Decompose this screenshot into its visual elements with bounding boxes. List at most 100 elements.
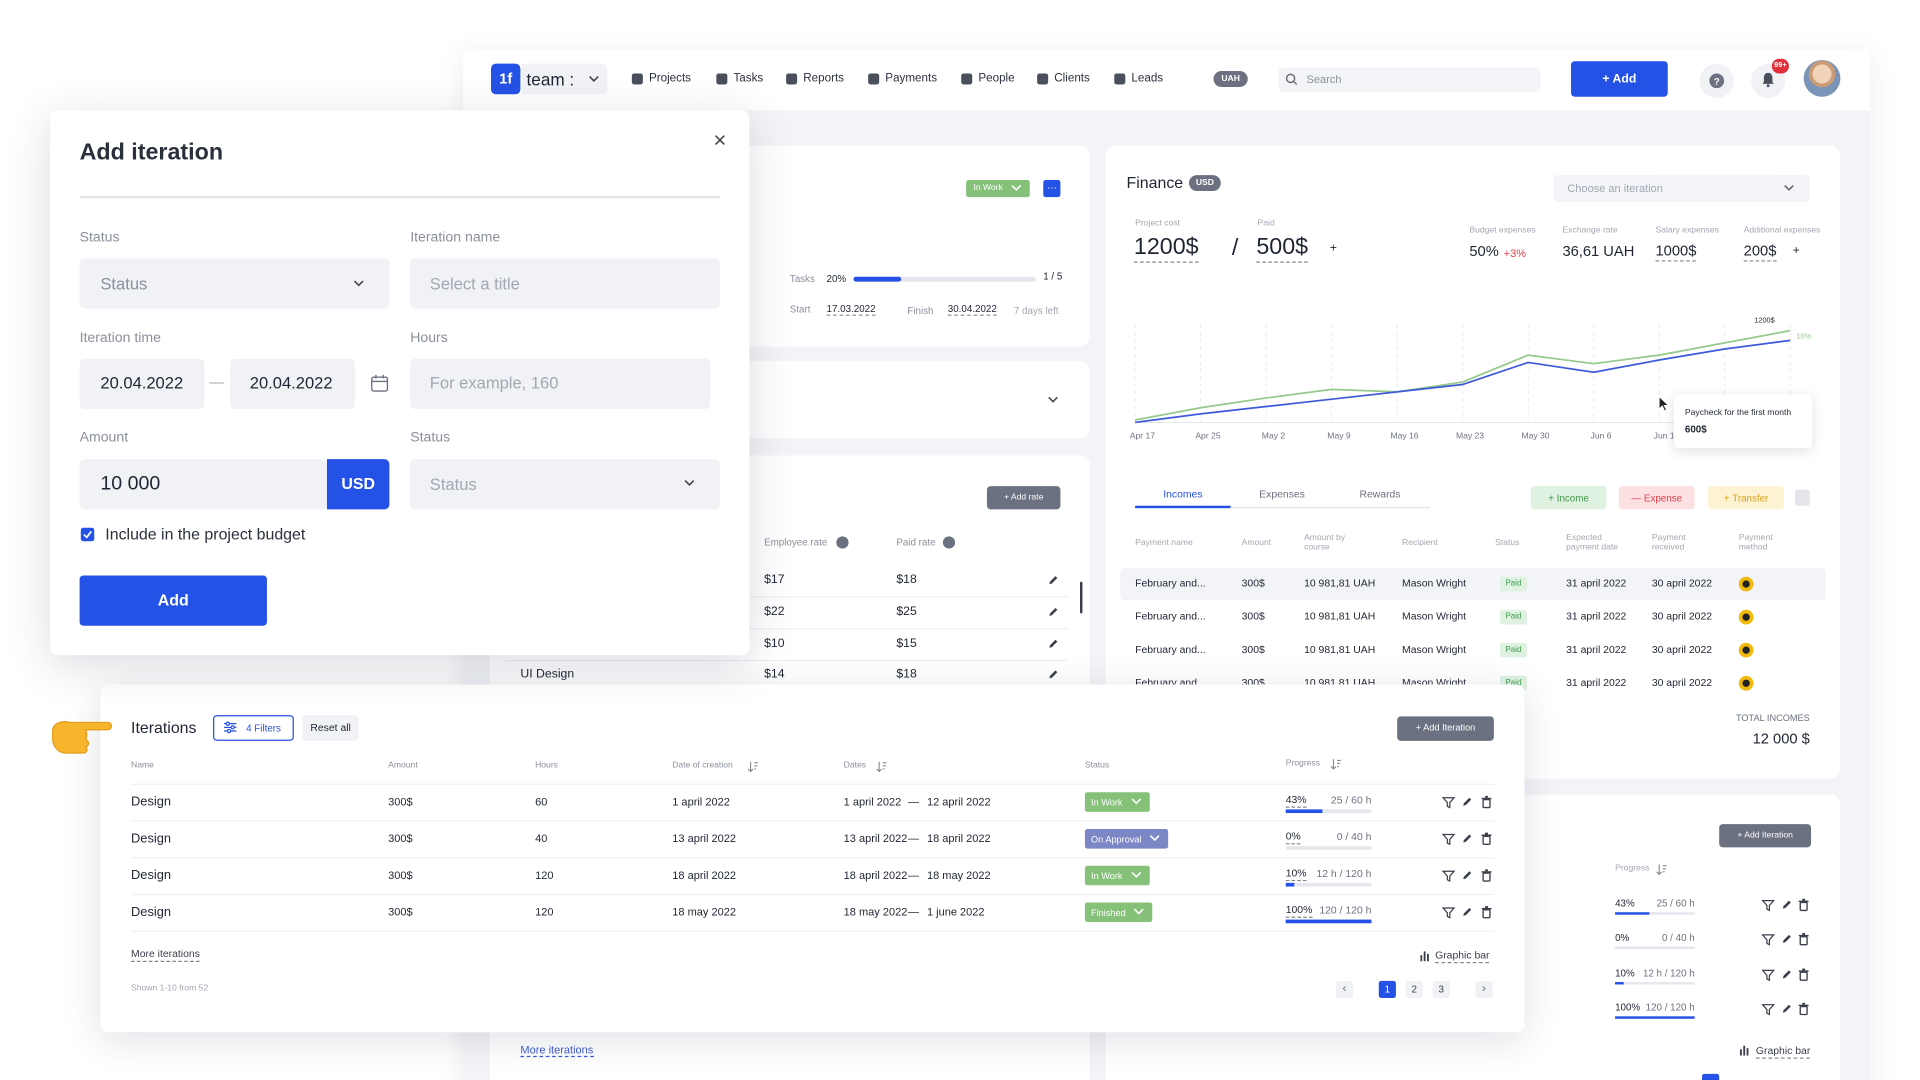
date-from[interactable] (79, 358, 205, 409)
chevron-part (1131, 798, 1142, 805)
cell: 30 april 2022 (1651, 609, 1713, 623)
date-to[interactable] (230, 358, 356, 409)
submit-button[interactable] (79, 575, 267, 626)
field-label: Iteration name (410, 230, 501, 246)
plus[interactable]: + (1792, 243, 1800, 258)
paid-badge (1500, 576, 1527, 592)
badge (1771, 58, 1789, 74)
nav-item[interactable]: Tasks (733, 71, 764, 85)
chevron (1133, 908, 1144, 915)
link[interactable]: Graphic bar (1755, 1044, 1811, 1059)
next[interactable]: › (1482, 981, 1487, 996)
button-label[interactable]: — Expense (1631, 492, 1683, 504)
status-badge[interactable]: In Work (1084, 792, 1150, 812)
stat-value: 50% (1469, 242, 1499, 260)
nav-item[interactable]: Payments (885, 71, 938, 85)
rate: $10 (764, 637, 785, 651)
tab[interactable]: Rewards (1359, 487, 1401, 500)
search-box[interactable] (1278, 67, 1541, 92)
currency[interactable]: USD (341, 473, 375, 493)
currency-button[interactable] (326, 459, 390, 510)
more-link[interactable]: More iterations (520, 1043, 594, 1058)
name-select[interactable] (410, 258, 720, 309)
button-label[interactable]: + Transfer (1723, 492, 1769, 504)
action-button[interactable] (1618, 486, 1695, 510)
button-label[interactable]: + Add Iteration (1415, 722, 1476, 734)
status-select[interactable] (79, 258, 390, 309)
add-label[interactable]: + Add (1602, 71, 1637, 86)
chevron (353, 279, 364, 286)
more-link[interactable]: More iterations (131, 948, 200, 962)
checkbox-label[interactable]: Include in the project budget (105, 524, 306, 544)
plus[interactable]: + (1329, 241, 1337, 255)
filters-button[interactable] (213, 715, 294, 741)
page-number[interactable]: 1 (1384, 983, 1391, 995)
button-label[interactable]: 4 Filters (246, 722, 281, 734)
payment-method (1738, 576, 1754, 592)
search-icon-part (1285, 73, 1296, 84)
button-label[interactable]: Add (157, 590, 189, 609)
currency-pill[interactable] (1213, 71, 1248, 87)
currency[interactable]: UAH (1221, 74, 1240, 83)
button-label[interactable]: + Add rate (1004, 492, 1044, 502)
cell: 300$ (1241, 609, 1265, 623)
page-button[interactable] (1432, 980, 1450, 998)
action-button[interactable] (1530, 486, 1607, 510)
progress-track (1615, 912, 1695, 915)
status-badge[interactable]: In Work (1084, 865, 1150, 886)
add-iteration-button[interactable] (1397, 716, 1494, 741)
checkbox[interactable] (80, 527, 95, 542)
column-header: Progress (1615, 864, 1650, 874)
page-number[interactable]: 2 (1411, 983, 1418, 995)
nav-icon-part (1114, 73, 1126, 85)
team-name[interactable]: team : (526, 69, 575, 89)
avatar[interactable] (1803, 60, 1841, 97)
nav-item[interactable]: Projects (648, 71, 692, 85)
add-iteration-button[interactable] (1719, 824, 1812, 848)
tab[interactable]: Incomes (1163, 487, 1203, 500)
reset-button[interactable] (302, 715, 359, 741)
row-divider (131, 930, 1494, 932)
hours-input[interactable] (410, 358, 711, 409)
edit-icon (1782, 900, 1791, 909)
settings-button[interactable] (1795, 489, 1810, 506)
add-rate-button[interactable] (986, 486, 1061, 510)
nav-item[interactable]: Clients (1054, 71, 1090, 85)
tab[interactable]: Expenses (1259, 487, 1305, 500)
status-badge[interactable]: On Approval (1084, 828, 1169, 849)
action-button[interactable] (1708, 486, 1785, 510)
button-label[interactable]: + Income (1548, 492, 1589, 504)
cell: Mason Wright (1402, 676, 1467, 689)
cell: 13 april 2022 (843, 832, 908, 845)
more-button[interactable] (1043, 180, 1061, 198)
page-button[interactable] (1378, 980, 1396, 998)
prev[interactable]: ‹ (1342, 981, 1347, 996)
progress-fill (1615, 912, 1650, 915)
close-button[interactable]: × (713, 128, 727, 153)
page-number[interactable]: 3 (1438, 983, 1444, 995)
nav-item[interactable]: People (978, 71, 1015, 85)
page-button[interactable] (1405, 980, 1423, 998)
x-tick-label: May 30 (1521, 432, 1550, 441)
progress-track (1615, 982, 1695, 985)
scrollbar (1080, 581, 1083, 614)
add-button[interactable] (1571, 61, 1668, 97)
status-badge[interactable] (966, 180, 1030, 198)
status-badge[interactable]: Finished (1084, 902, 1153, 923)
cursor-part (1658, 395, 1670, 412)
tooltip-value: 600$ (1684, 424, 1707, 436)
amount-input[interactable] (79, 459, 327, 510)
button-label[interactable]: Reset all (310, 720, 351, 734)
chevron (684, 480, 695, 487)
chevron-part (1784, 184, 1794, 191)
sort-icon-part (1330, 759, 1341, 770)
sort-icon (1330, 759, 1341, 770)
button-label[interactable]: + Add Iteration (1737, 830, 1793, 840)
prev-button[interactable] (1335, 980, 1354, 998)
next-button[interactable] (1475, 980, 1493, 998)
status2-select[interactable] (410, 459, 720, 510)
nav-item[interactable]: Reports (803, 71, 844, 85)
nav-item[interactable]: Leads (1131, 71, 1164, 85)
link[interactable]: Graphic bar (1435, 949, 1490, 963)
iteration-select[interactable] (1553, 175, 1810, 203)
